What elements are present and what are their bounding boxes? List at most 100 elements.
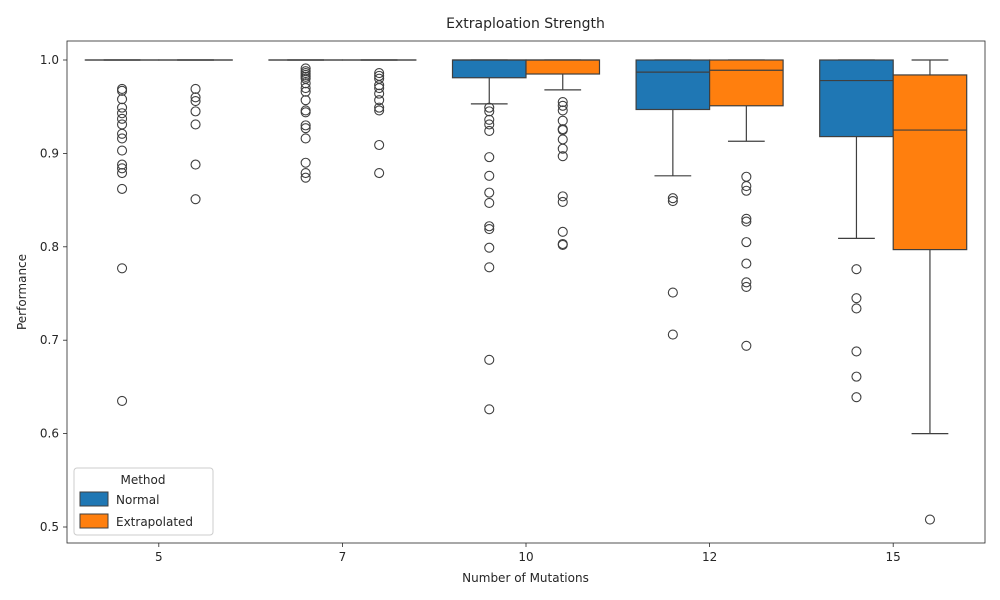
y-tick-label: 0.7 xyxy=(40,333,59,347)
outlier-point xyxy=(851,303,862,314)
outlier-point xyxy=(741,340,752,351)
outlier-point xyxy=(851,293,862,304)
outlier-point xyxy=(374,82,385,94)
outlier-point xyxy=(374,102,385,113)
outlier-point xyxy=(557,196,568,208)
outlier-point xyxy=(741,277,752,288)
box-normal-12 xyxy=(635,59,711,340)
legend: Method Normal Extrapolated xyxy=(73,467,214,536)
legend-swatch-extrapolated xyxy=(79,513,109,529)
outlier-point xyxy=(300,172,311,183)
box-extrapolated-15 xyxy=(892,59,968,525)
outlier-point xyxy=(374,167,385,179)
outlier-point xyxy=(117,102,128,113)
outlier-point xyxy=(484,119,495,130)
outlier-point xyxy=(190,106,201,117)
outlier-point xyxy=(557,226,568,237)
outlier-point xyxy=(484,125,495,137)
x-tick-label: 12 xyxy=(702,550,717,564)
legend-label-normal: Normal xyxy=(116,493,159,507)
y-axis-title: Performance xyxy=(15,254,29,330)
outlier-point xyxy=(117,133,128,144)
box-normal-5 xyxy=(84,59,160,406)
outlier-point xyxy=(190,119,201,130)
outlier-point xyxy=(300,123,311,134)
y-tick-label: 0.8 xyxy=(40,240,59,254)
outlier-point xyxy=(190,83,201,95)
box-extrapolated-5 xyxy=(158,59,233,205)
outlier-point xyxy=(851,392,862,403)
outlier-point xyxy=(117,108,128,119)
outlier-point xyxy=(557,105,568,116)
y-tick-label: 0.5 xyxy=(40,520,59,534)
x-tick-label: 5 xyxy=(155,550,163,564)
outlier-point xyxy=(484,197,495,208)
outlier-point xyxy=(300,120,311,131)
box-extrapolated-12 xyxy=(708,59,784,351)
outlier-point xyxy=(117,113,128,124)
outlier-point xyxy=(484,152,495,163)
x-tick-label: 10 xyxy=(518,550,533,564)
outlier-point xyxy=(557,191,568,202)
x-tick-label: 15 xyxy=(886,550,901,564)
outlier-point xyxy=(484,221,495,232)
outlier-point xyxy=(851,346,862,357)
box-iqr xyxy=(451,59,527,79)
outlier-point xyxy=(557,151,568,162)
outlier-point xyxy=(557,96,568,108)
outlier-point xyxy=(117,94,128,105)
legend-frame xyxy=(73,467,214,536)
outlier-point xyxy=(851,371,862,382)
legend-swatch-normal xyxy=(79,491,109,507)
outlier-point xyxy=(484,114,495,125)
outlier-point xyxy=(117,183,128,194)
y-tick-label: 0.6 xyxy=(40,427,59,441)
outlier-point xyxy=(851,264,862,275)
outlier-point xyxy=(190,96,201,107)
outlier-point xyxy=(117,167,128,179)
outlier-point xyxy=(741,258,752,269)
outlier-point xyxy=(484,242,495,253)
outlier-point xyxy=(557,143,568,154)
outlier-point xyxy=(117,159,128,170)
box-extrapolated-10 xyxy=(525,59,601,250)
outlier-point xyxy=(667,195,678,207)
y-axis: 0.5 0.6 0.7 0.8 0.9 1.0 xyxy=(40,53,67,534)
outlier-point xyxy=(484,102,495,113)
outlier-point xyxy=(741,237,752,248)
outlier-point xyxy=(117,128,128,139)
box-extrapolated-7 xyxy=(341,59,417,179)
outlier-point xyxy=(374,88,385,99)
outlier-point xyxy=(300,133,311,144)
x-tick-label: 7 xyxy=(339,550,347,564)
outlier-point xyxy=(924,514,936,525)
y-tick-label: 0.9 xyxy=(40,146,59,160)
outlier-point xyxy=(741,181,752,192)
outlier-point xyxy=(374,105,385,116)
outlier-point xyxy=(117,85,128,96)
legend-title: Method xyxy=(120,473,165,487)
outlier-point xyxy=(741,281,752,293)
outlier-point xyxy=(484,187,495,198)
outlier-point xyxy=(190,159,201,170)
x-axis: 5 7 10 12 15 xyxy=(155,543,901,564)
outlier-point xyxy=(741,213,752,224)
outlier-point xyxy=(117,263,128,274)
outlier-point xyxy=(117,395,128,406)
box-series-group xyxy=(84,59,968,525)
box-iqr xyxy=(819,59,894,138)
outlier-point xyxy=(300,63,311,74)
outlier-point xyxy=(484,106,495,117)
outlier-point xyxy=(374,80,385,91)
outlier-point xyxy=(300,157,311,168)
outlier-point xyxy=(557,239,568,250)
outlier-point xyxy=(667,329,678,340)
outlier-point xyxy=(300,86,311,97)
outlier-point xyxy=(190,194,201,205)
outlier-point xyxy=(374,68,385,79)
outlier-point xyxy=(484,262,495,273)
outlier-point xyxy=(374,139,385,151)
x-axis-title: Number of Mutations xyxy=(462,571,589,585)
chart-title: Extraploation Strength xyxy=(446,16,605,32)
